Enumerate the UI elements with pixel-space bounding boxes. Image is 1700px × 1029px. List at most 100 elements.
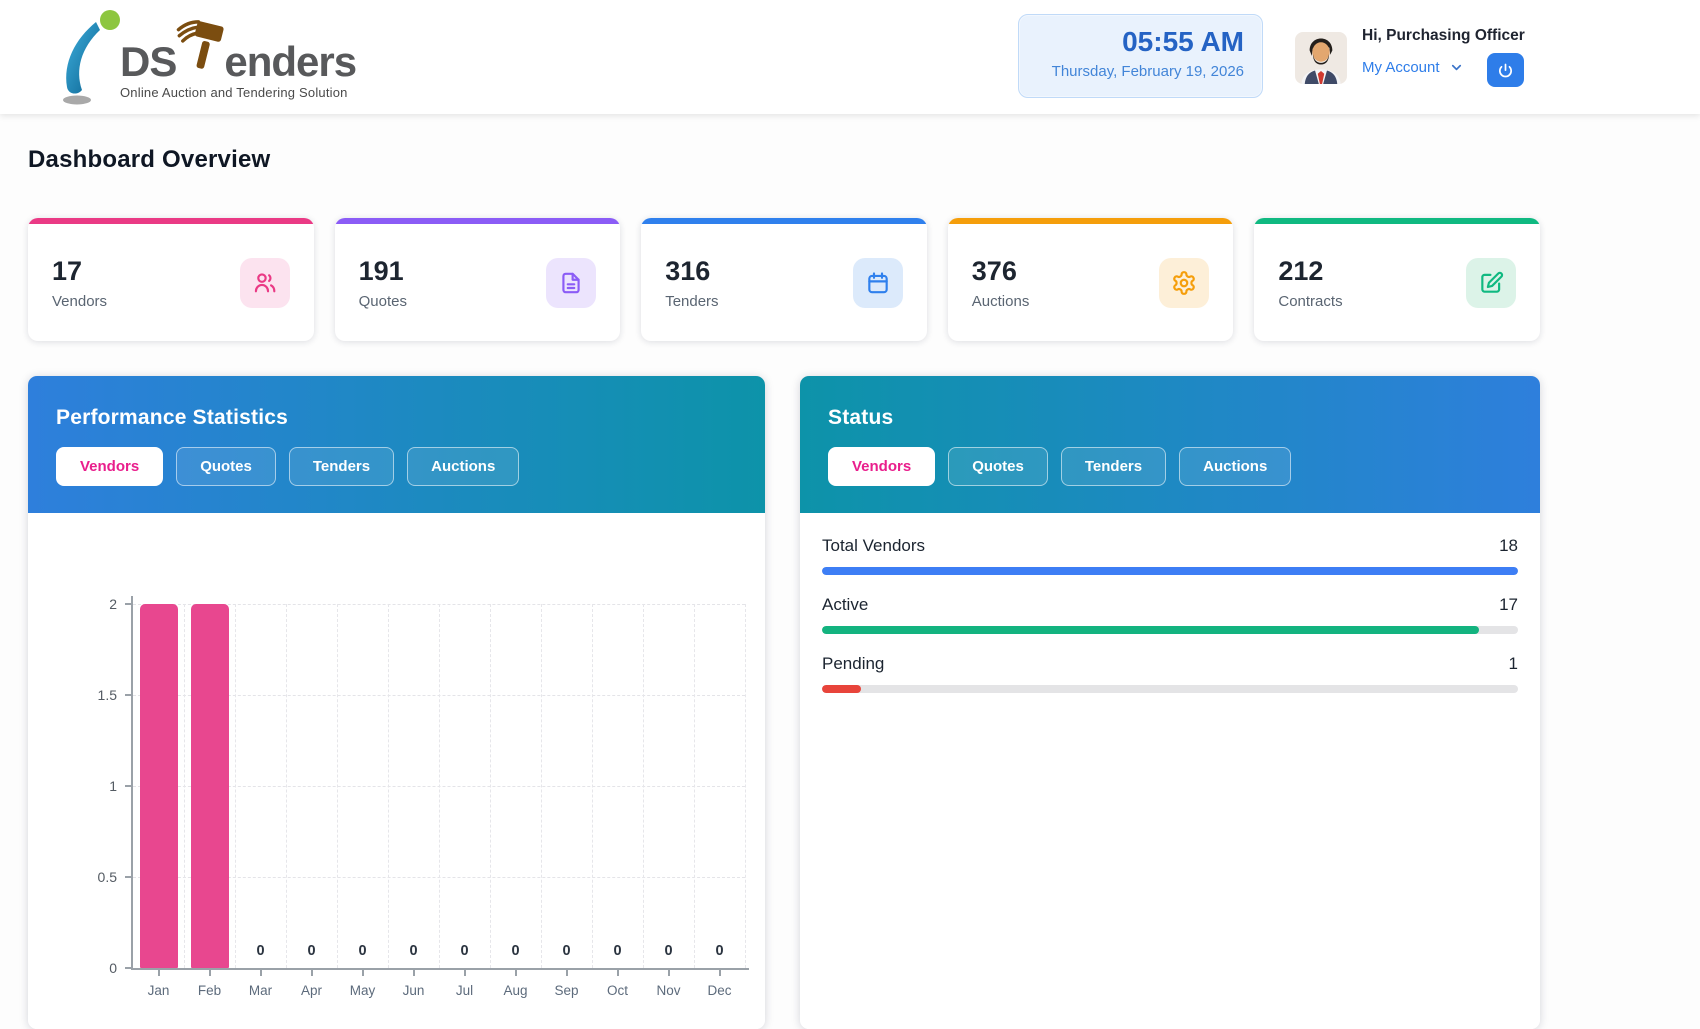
stat-value: 17: [52, 255, 83, 286]
stat-card-auctions: 376 Auctions: [947, 218, 1234, 341]
gridline-vertical: [337, 604, 338, 968]
x-axis-label: Feb: [197, 983, 222, 998]
chevron-down-icon[interactable]: [1449, 60, 1464, 75]
x-axis-tick-mark: [463, 969, 466, 976]
my-account-link[interactable]: My Account: [1362, 59, 1440, 76]
y-axis-tick-label: 1: [109, 778, 117, 794]
performance-tab-auctions[interactable]: Auctions: [407, 447, 520, 486]
gridline-vertical: [541, 604, 542, 968]
y-axis-line: [131, 596, 133, 970]
performance-tab-quotes[interactable]: Quotes: [176, 447, 276, 486]
gridline-vertical: [439, 604, 440, 968]
stat-label: Quotes: [358, 292, 407, 310]
bar-chart: 0 0.5 1 1.5 2 Jan Feb 0 Mar 0 Apr 0 May 0 Jun 0 Jul 0 Aug 0…: [98, 596, 749, 998]
status-label: Total Vendors: [822, 536, 926, 555]
x-axis-tick-mark: [565, 969, 568, 976]
avatar: [1295, 32, 1347, 84]
gridline-vertical: [745, 604, 746, 968]
y-axis-tick-label: 1.5: [97, 687, 117, 703]
status-tab-quotes[interactable]: Quotes: [948, 447, 1048, 486]
x-axis-tick-mark: [412, 969, 415, 976]
x-axis-label: Jan: [147, 983, 170, 998]
calendar-icon: [852, 257, 903, 308]
x-axis-tick-mark: [310, 969, 313, 976]
clock-time: 05:55 AM: [1122, 26, 1244, 57]
x-axis-tick-mark: [157, 969, 160, 976]
stat-label: Vendors: [52, 292, 108, 310]
x-axis-tick-mark: [259, 969, 262, 976]
card-accent-bar: [641, 218, 927, 224]
logout-power-button[interactable]: [1487, 53, 1524, 87]
bar-jan: [139, 604, 178, 968]
bar-value-label: 0: [715, 943, 724, 959]
performance-panel-title: Performance Statistics: [56, 406, 288, 429]
bar-value-label: 0: [358, 943, 367, 959]
bar-value-label: 0: [511, 943, 520, 959]
stat-card-tenders: 316 Tenders: [641, 218, 927, 341]
x-axis-label: Jun: [402, 983, 425, 998]
status-row-active: Active 17: [822, 595, 1518, 634]
bar-value-label: 0: [460, 943, 469, 959]
gridline-vertical: [490, 604, 491, 968]
page-title: Dashboard Overview: [28, 146, 271, 173]
progress-bar-track: [822, 685, 1518, 693]
performance-tab-vendors[interactable]: Vendors: [56, 447, 164, 486]
gridline-vertical: [286, 604, 287, 968]
power-icon: [1499, 63, 1512, 77]
gridline-vertical: [643, 604, 644, 968]
status-value: 1: [1508, 654, 1518, 673]
x-axis-tick-mark: [718, 969, 721, 976]
card-accent-bar: [947, 218, 1234, 224]
card-accent-bar: [28, 218, 314, 224]
user-greeting: Hi, Purchasing Officer: [1362, 27, 1525, 44]
x-axis-tick-mark: [667, 969, 670, 976]
performance-tab-tenders[interactable]: Tenders: [288, 447, 395, 486]
bar-value-label: 0: [613, 943, 622, 959]
x-axis-tick-mark: [361, 969, 364, 976]
status-tab-tenders[interactable]: Tenders: [1060, 447, 1167, 486]
stat-label: Contracts: [1278, 292, 1343, 310]
users-icon: [239, 257, 290, 308]
status-tab-auctions[interactable]: Auctions: [1179, 447, 1292, 486]
logo-tagline: Online Auction and Tendering Solution: [120, 85, 348, 100]
x-axis-tick-mark: [514, 969, 517, 976]
x-axis-label: Oct: [606, 983, 629, 998]
status-tab-vendors[interactable]: Vendors: [828, 447, 936, 486]
logo-i-swoosh-icon: [63, 10, 120, 105]
stat-label: Auctions: [971, 292, 1030, 310]
stat-card-contracts: 212 Contracts: [1254, 218, 1540, 341]
y-axis-tick-mark: [125, 603, 133, 605]
logo-text-enders: enders: [224, 38, 357, 85]
bar-value-label: 0: [256, 943, 265, 959]
progress-bar-track: [822, 626, 1518, 634]
status-panel: Status Vendors Quotes Tenders Auctions T…: [800, 376, 1540, 1029]
x-axis-label: May: [349, 983, 376, 998]
y-axis-tick-label: 2: [109, 596, 117, 612]
gridline-vertical: [694, 604, 695, 968]
edit-icon: [1465, 257, 1516, 308]
gridline-vertical: [184, 604, 185, 968]
stat-cards-row: 17 Vendors 191 Quotes 316 Tenders: [28, 218, 1540, 341]
x-axis-tick-mark: [616, 969, 619, 976]
status-panel-header: Status Vendors Quotes Tenders Auctions: [800, 376, 1540, 513]
performance-panel: Performance Statistics Vendors Quotes Te…: [28, 376, 765, 1029]
stat-card-quotes: 191 Quotes: [334, 218, 621, 341]
x-axis-label: Dec: [707, 983, 732, 998]
x-axis-line: [131, 968, 749, 970]
status-row-total-vendors: Total Vendors 18: [822, 536, 1518, 575]
x-axis-label: Jul: [455, 983, 474, 998]
logo-text-ds: DS: [120, 38, 177, 85]
status-tabs: Vendors Quotes Tenders Auctions: [828, 447, 1512, 486]
x-axis-label: Apr: [300, 983, 323, 998]
card-accent-bar: [334, 218, 621, 224]
progress-bar-fill: [822, 685, 861, 693]
stat-label: Tenders: [665, 292, 719, 310]
gridline-vertical: [592, 604, 593, 968]
y-axis-tick-mark: [125, 967, 133, 969]
stat-value: 376: [971, 255, 1017, 286]
x-axis-tick-mark: [208, 969, 211, 976]
progress-bar-fill: [822, 567, 1518, 575]
bar-feb: [190, 604, 229, 968]
app-logo: DS enders Online Auction and Tendering S…: [30, 6, 357, 108]
x-axis-label: Mar: [248, 983, 273, 998]
